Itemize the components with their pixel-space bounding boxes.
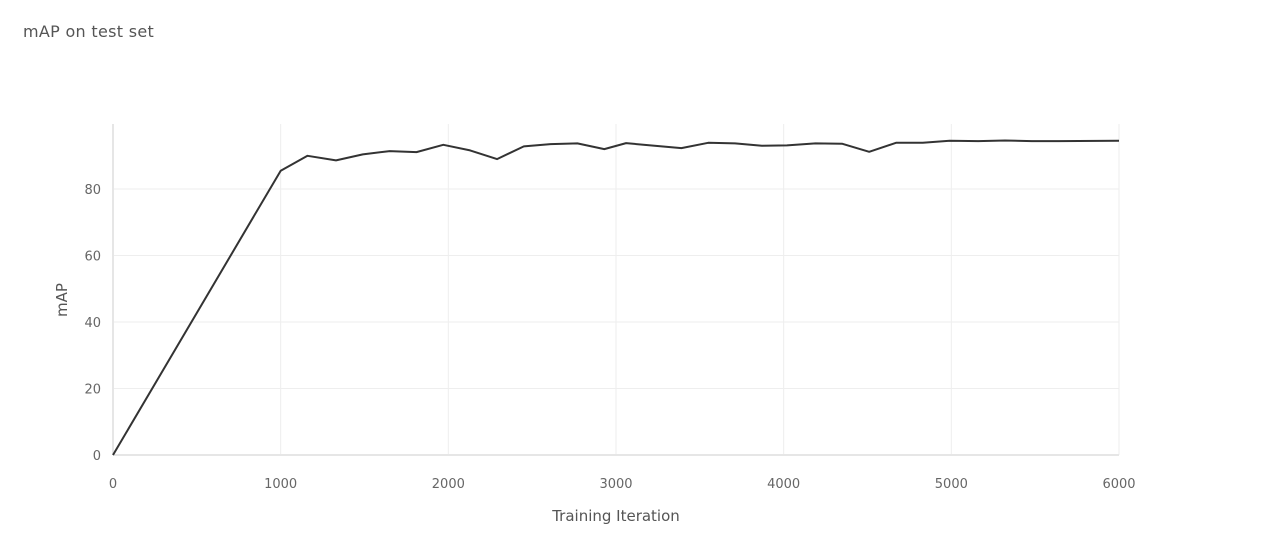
x-axis-title: Training Iteration — [551, 507, 680, 525]
series-line — [112, 139, 1120, 456]
x-tick-label: 2000 — [432, 477, 465, 492]
grid-lines — [113, 124, 1120, 455]
y-tick-label: 60 — [84, 250, 101, 265]
y-axis-title: mAP — [53, 283, 71, 317]
x-tick-label: 4000 — [767, 477, 800, 492]
y-tick-labels: 0 20 40 60 80 — [84, 183, 101, 464]
y-tick-label: 80 — [84, 183, 101, 198]
x-tick-labels: 0 1000 2000 3000 4000 5000 6000 — [109, 477, 1136, 492]
x-tick-label: 6000 — [1102, 477, 1135, 492]
x-tick-label: 1000 — [264, 477, 297, 492]
chart-title: mAP on test set — [23, 22, 155, 41]
series-layer — [112, 139, 1120, 456]
y-tick-label: 40 — [84, 316, 101, 331]
x-tick-label: 3000 — [599, 477, 632, 492]
y-tick-label: 20 — [84, 383, 101, 398]
x-tick-label: 5000 — [935, 477, 968, 492]
axes — [112, 124, 1119, 456]
x-tick-label: 0 — [109, 477, 117, 492]
y-tick-label: 0 — [93, 449, 101, 464]
